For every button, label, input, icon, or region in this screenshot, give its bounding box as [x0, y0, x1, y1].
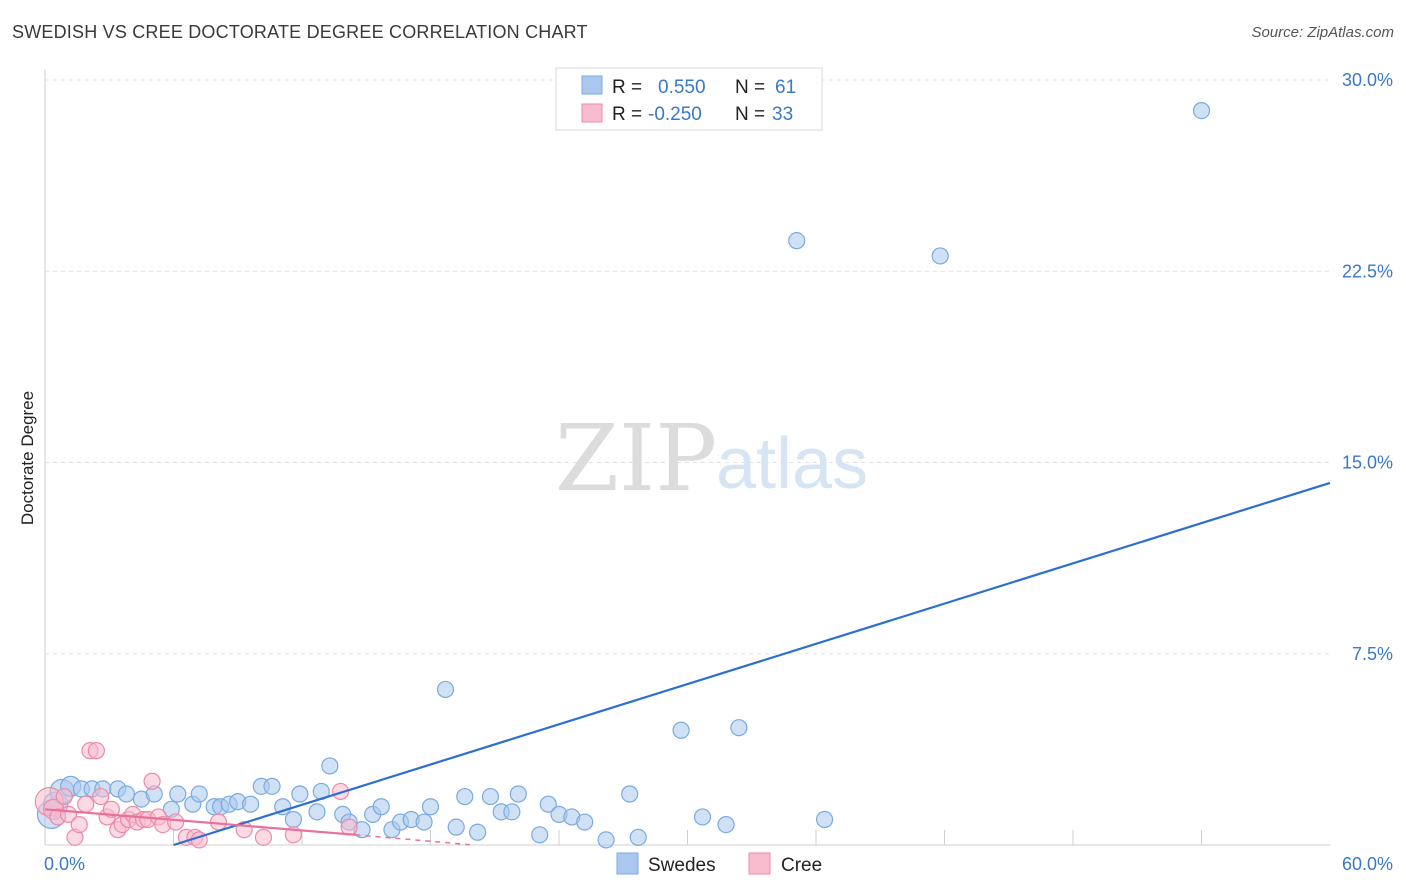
swedes-point — [308, 803, 326, 821]
swedes-point — [456, 787, 474, 806]
swedes-point — [717, 815, 735, 834]
swedes-point — [321, 757, 339, 775]
swedes-point — [730, 719, 748, 737]
x-tick-label: 0.0% — [44, 854, 85, 874]
swedes-point — [447, 818, 465, 836]
legend-cree-r-value: -0.250 — [648, 104, 702, 125]
cree-trend-line-extension — [355, 834, 474, 846]
swedes-point — [788, 232, 806, 250]
bottom-legend-swatch-swedes — [616, 852, 639, 875]
swedes-point — [815, 810, 834, 829]
y-axis-label: Doctorate Degree — [18, 391, 37, 525]
swedes-point — [242, 795, 260, 813]
x-tick-label: 60.0% — [1342, 854, 1393, 874]
swedes-point — [621, 785, 639, 803]
cree-point — [77, 795, 95, 813]
swedes-point — [539, 795, 557, 813]
y-tick-labels: 7.5% 15.0% 22.5% 30.0% — [1342, 70, 1393, 664]
legend-swatch-cree — [581, 103, 603, 123]
swedes-point — [503, 803, 521, 821]
swedes-point — [117, 785, 135, 803]
legend-top: R = 0.550 N = 61 R = -0.250 N = 33 — [555, 67, 823, 131]
swedes-point — [672, 721, 690, 739]
swedes-trend-line — [173, 481, 1331, 847]
swedes-point — [481, 787, 500, 806]
cree-point — [143, 772, 161, 790]
axes — [44, 69, 1330, 846]
y-tick-label: 15.0% — [1342, 453, 1393, 473]
swedes-point — [1192, 101, 1211, 120]
legend-cree-n-value: 33 — [772, 104, 793, 125]
y-tick-label: 22.5% — [1342, 261, 1393, 281]
bottom-legend-swedes: Swedes — [648, 855, 716, 876]
x-tick-labels: 0.0% 60.0% — [44, 854, 1393, 874]
swedes-point — [931, 247, 949, 265]
swedes-point — [274, 798, 292, 816]
legend-cree-r-label: R = — [612, 104, 642, 125]
legend-cree-n-label: N = — [735, 104, 765, 125]
y-tick-label: 7.5% — [1352, 644, 1393, 664]
chart-title: SWEDISH VS CREE DOCTORATE DEGREE CORRELA… — [12, 22, 588, 42]
swedes-point — [597, 831, 615, 849]
cree-point — [331, 782, 350, 801]
swedes-point — [421, 798, 440, 816]
swedes-point — [469, 823, 487, 841]
cree-point — [87, 742, 106, 760]
watermark-zip: ZIP — [555, 405, 717, 512]
data-points — [34, 101, 1211, 849]
swedes-point — [629, 828, 647, 846]
cree-point — [55, 787, 73, 806]
watermark: ZIP atlas — [555, 405, 868, 512]
y-tick-label: 30.0% — [1342, 70, 1393, 90]
cree-point — [167, 813, 185, 831]
swedes-point — [169, 785, 187, 803]
swedes-point — [263, 777, 281, 795]
cree-point — [70, 815, 88, 834]
swedes-point — [436, 680, 455, 699]
legend-swedes-n-label: N = — [735, 77, 765, 98]
legend-swatch-swedes — [581, 75, 603, 95]
cree-point — [254, 828, 273, 846]
cree-trend-line — [44, 808, 356, 836]
legend-swedes-r-label: R = — [612, 77, 642, 98]
bottom-legend-swatch-cree — [748, 852, 771, 875]
legend-swedes-r-value: 0.550 — [658, 77, 706, 98]
swedes-point — [372, 798, 390, 816]
swedes-point — [509, 785, 527, 803]
cree-point — [92, 787, 110, 806]
swedes-point — [693, 808, 712, 826]
cree-point — [102, 800, 120, 818]
chart-source: Source: ZipAtlas.com — [1251, 24, 1394, 41]
swedes-point — [576, 813, 594, 831]
swedes-point — [190, 785, 208, 803]
swedes-point — [531, 826, 549, 844]
watermark-atlas: atlas — [716, 424, 868, 504]
swedes-point — [284, 810, 303, 829]
swedes-point — [415, 813, 433, 831]
legend-swedes-n-value: 61 — [775, 77, 796, 98]
swedes-point — [291, 785, 309, 803]
bottom-legend-cree: Cree — [781, 855, 822, 876]
trend-lines — [44, 481, 1331, 847]
legend-bottom: Swedes Cree — [616, 852, 822, 876]
